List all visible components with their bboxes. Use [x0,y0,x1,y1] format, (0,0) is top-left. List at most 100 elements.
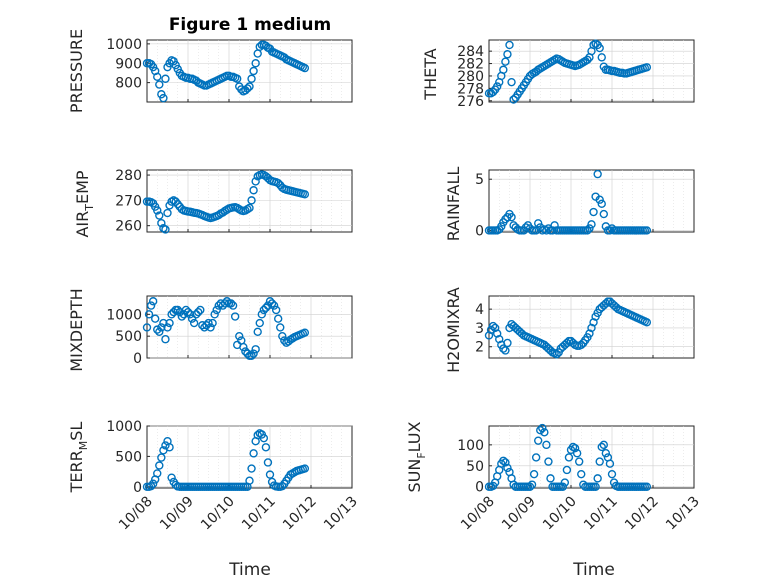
data-point [249,66,258,76]
data-series [142,40,310,103]
data-point [267,299,277,308]
data-point [570,444,580,453]
data-point [249,349,258,358]
data-point [204,318,213,328]
data-point [179,310,189,319]
data-point [642,63,652,72]
y-tick-label: 276 [457,94,484,110]
data-point [161,335,170,344]
data-point [577,340,586,350]
data-point [577,469,586,479]
data-point [589,318,598,327]
data-point [501,346,510,355]
y-tick-label: 2 [475,340,484,356]
panel-h2omixra: 2 3 4 H2OMIXRA [444,287,695,373]
data-point [222,297,232,306]
subscript: F [415,452,428,458]
data-point [228,301,238,310]
data-point [542,440,551,450]
data-point [189,318,199,328]
x-ticks [146,229,353,232]
x-ticks [146,355,353,358]
y-axis-label: AIRTEMP [73,170,96,237]
data-point [255,42,264,51]
data-point [208,318,217,328]
data-point [255,318,264,328]
y-tick-label: 0 [133,351,142,367]
y-tick-label: 270 [115,193,142,209]
data-point [165,443,174,452]
data-point [552,350,561,359]
data-point [593,169,602,179]
data-point [558,482,567,491]
x-ticks [488,99,695,102]
data-point [257,310,266,319]
data-point [587,323,596,333]
y-axis-label: TERRMSL [67,422,90,494]
data-point [300,328,310,337]
y-tick-label: 280 [457,69,484,85]
data-point [484,331,494,340]
data-point [249,186,258,195]
y-axis-label: RAINFALL [444,167,463,242]
data-point [161,225,170,234]
data-point [153,325,162,334]
data-point [155,461,164,470]
data-point [503,463,512,473]
data-point [534,436,543,445]
data-point [572,449,582,458]
data-point [155,211,164,220]
data-point [501,458,510,467]
data-point [550,221,559,230]
data-point [642,482,652,491]
y-axis-label-rest: SL [67,422,86,441]
data-point [210,310,219,319]
data-point [245,476,254,485]
panel-rainfall: 0 5 RAINFALL [444,167,695,242]
grid [489,170,694,232]
data-point [220,299,230,308]
data-point [493,82,502,91]
data-point [206,323,215,332]
data-point [495,335,504,344]
data-point [583,226,592,235]
grid [489,426,694,488]
data-point [155,80,164,89]
data-point [499,456,508,465]
subscript: T [83,204,96,212]
panel-pressure: 800 900 1000 Figure 1 medium PRESSURE [67,15,353,113]
data-point [144,310,154,319]
data-point [540,428,549,437]
data-point [163,208,172,218]
x-axis-label: Time [572,560,615,580]
y-axis-label: THETA [421,48,440,100]
y-axis-label-rest: EMP [73,170,92,204]
data-point [507,212,516,222]
data-point [247,351,256,361]
data-point [599,209,608,219]
data-series [484,423,652,491]
data-point [595,195,604,204]
data-point [196,305,205,315]
data-point [237,85,246,94]
data-point [259,433,269,443]
data-point [527,480,537,489]
y-tick-label: 50 [466,459,484,475]
data-point [507,77,516,87]
data-point [607,469,617,479]
data-point [245,203,254,213]
data-point [148,479,158,488]
data-point [546,474,555,483]
data-point [583,55,592,65]
data-point [499,344,508,353]
data-point [605,226,615,235]
data-point [163,323,172,332]
y-tick-label: 500 [115,449,142,465]
chart-title: Figure 1 medium [169,15,331,35]
data-point [587,220,596,229]
data-point [263,458,273,467]
data-point [505,40,514,50]
y-tick-label: 900 [115,56,142,72]
data-point [161,441,170,450]
